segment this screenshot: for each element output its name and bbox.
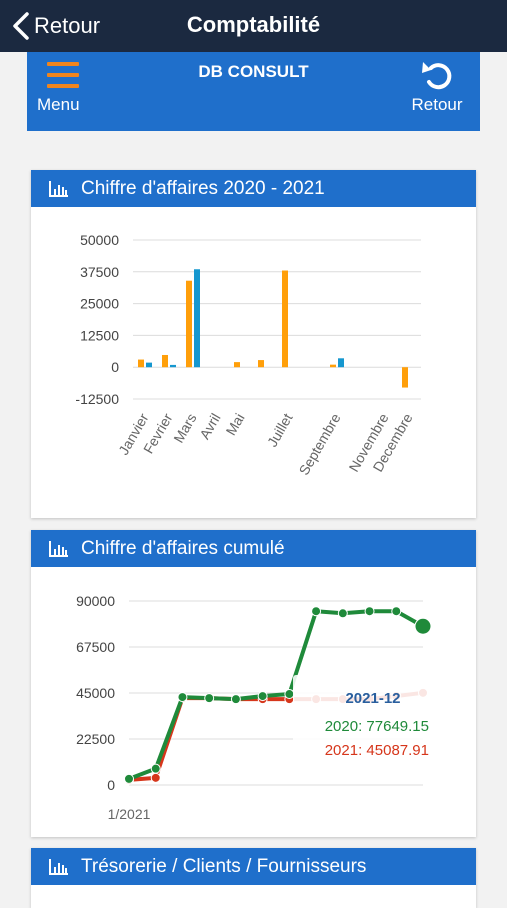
y-tick-label: 12500 [80, 327, 119, 343]
navigation-bar: Retour Comptabilité [0, 0, 507, 52]
data-point [391, 606, 402, 617]
hamburger-icon [47, 62, 79, 95]
y-tick-label: 25000 [80, 296, 119, 312]
bar [146, 362, 152, 368]
retour-button[interactable]: Retour [406, 58, 468, 123]
app-header: Menu DB CONSULT Retour [27, 52, 480, 131]
y-tick-label: 45000 [76, 685, 115, 701]
data-point [177, 692, 188, 703]
bar [186, 280, 192, 368]
card-header: Chiffre d'affaires cumulé [31, 530, 476, 567]
bar [330, 364, 336, 368]
bar [170, 364, 176, 368]
card-header: Chiffre d'affaires 2020 - 2021 [31, 170, 476, 207]
data-point [311, 606, 322, 617]
company-name: DB CONSULT [198, 62, 309, 81]
card-treasury: Trésorerie / Clients / Fournisseurs [31, 848, 476, 908]
tooltip-line-2021: 2021: 45087.91 [325, 742, 429, 759]
nav-back-button[interactable]: Retour [12, 10, 100, 42]
bar [234, 362, 240, 368]
undo-icon [422, 62, 452, 90]
cumulative-line-chart: 90000 67500 45000 22500 0 1/2021 2021-12 2020: … [76, 593, 433, 822]
retour-label: Retour [411, 95, 463, 114]
bar [162, 354, 168, 368]
data-point [124, 773, 134, 784]
bar [402, 367, 408, 388]
data-point [414, 617, 432, 635]
x-tick-label: Mars [170, 411, 199, 446]
bar [138, 359, 144, 368]
x-tick-label: 1/2021 [108, 806, 151, 822]
page-title: Comptabilité [186, 12, 321, 37]
data-point [204, 693, 215, 704]
bar-chart-icon [49, 858, 68, 875]
x-tick-label: Juillet [264, 410, 296, 449]
x-tick-label: Septembre [295, 410, 343, 477]
card-title: Trésorerie / Clients / Fournisseurs [81, 855, 367, 877]
y-tick-label: 67500 [76, 639, 115, 655]
chevron-left-icon [13, 12, 29, 40]
x-tick-label: Avril [196, 411, 223, 442]
bar [194, 269, 200, 368]
data-point [150, 772, 161, 783]
y-tick-label: 0 [107, 777, 115, 793]
data-point [284, 689, 295, 700]
x-tick-label: Mai [222, 411, 247, 439]
y-tick-label: -12500 [75, 391, 119, 407]
bar [258, 360, 264, 368]
card-header: Trésorerie / Clients / Fournisseurs [31, 848, 476, 885]
y-tick-label: 0 [111, 359, 119, 375]
y-tick-label: 22500 [76, 731, 115, 747]
revenue-bar-chart: 500003750025000125000-12500JanvierFevrie… [75, 232, 421, 478]
bar [282, 270, 288, 368]
y-tick-label: 37500 [80, 264, 119, 280]
nav-back-label: Retour [34, 13, 101, 38]
bar-chart-icon [49, 180, 68, 197]
data-point [337, 608, 348, 619]
tooltip-title: 2021-12 [345, 690, 400, 707]
menu-button[interactable]: Menu [37, 60, 87, 125]
bar [338, 358, 344, 368]
menu-label: Menu [37, 95, 80, 114]
data-point [150, 763, 161, 774]
tooltip-line-2020: 2020: 77649.15 [325, 718, 429, 735]
y-tick-label: 90000 [76, 593, 115, 609]
card-revenue-2020-2021: Chiffre d'affaires 2020 - 2021 50000 3750… [31, 170, 476, 518]
card-cumulative-revenue: Chiffre d'affaires cumulé 90000 67500 4500… [31, 530, 476, 837]
data-point [364, 606, 375, 617]
card-title: Chiffre d'affaires cumulé [81, 537, 285, 559]
data-point [230, 694, 241, 705]
bar-chart-icon [49, 540, 68, 557]
data-point [257, 691, 268, 702]
y-tick-label: 50000 [80, 232, 119, 248]
tooltip-box [293, 675, 433, 763]
card-title: Chiffre d'affaires 2020 - 2021 [81, 177, 325, 199]
